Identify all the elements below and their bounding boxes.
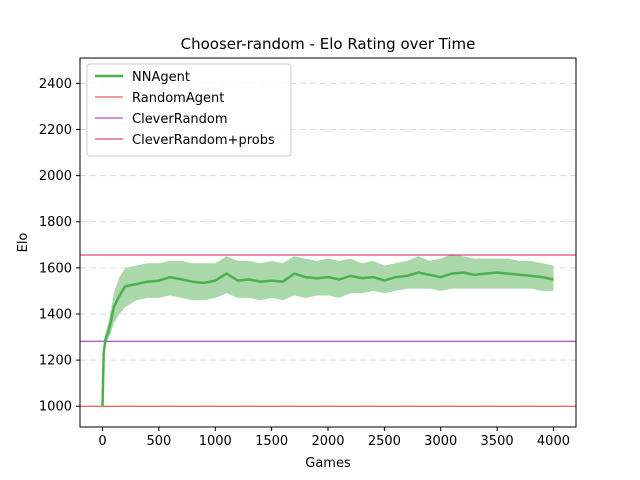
x-tick-label: 2000 [311,434,344,449]
x-tick-label: 3000 [424,434,457,449]
y-tick-label: 1400 [39,307,72,322]
y-tick-label: 1000 [39,400,72,415]
legend: NNAgent RandomAgent CleverRandom CleverRand… [86,63,292,157]
nnagent-line [101,271,554,407]
legend-label: NNAgent [132,70,190,85]
x-axis-ticks: 0 500 1000 1500 2000 2500 3000 3500 4000 [98,427,570,449]
x-tick-label: 1500 [255,434,288,449]
x-axis-label: Games [305,456,351,471]
y-tick-label: 1200 [39,354,72,369]
legend-label: CleverRandom [132,112,228,127]
x-tick-label: 1000 [199,434,232,449]
nnagent-confidence-band [102,254,554,407]
y-tick-label: 1600 [39,261,72,276]
x-tick-label: 3500 [481,434,514,449]
y-tick-label: 1800 [39,215,72,230]
y-axis-label: Elo [16,233,31,253]
y-axis-ticks: 1000 1200 1400 1600 1800 2000 2200 2400 [39,77,80,415]
x-tick-label: 500 [146,434,171,449]
legend-label: CleverRandom+probs [132,133,275,148]
legend-label: RandomAgent [132,91,224,106]
y-tick-label: 2000 [39,169,72,184]
chart-title: Chooser-random - Elo Rating over Time [181,35,476,53]
x-tick-label: 0 [98,434,106,449]
plot-marks [80,254,576,407]
y-tick-label: 2200 [39,123,72,138]
legend-box [86,63,292,157]
x-tick-label: 4000 [537,434,570,449]
x-tick-label: 2500 [368,434,401,449]
y-tick-label: 2400 [39,77,72,92]
